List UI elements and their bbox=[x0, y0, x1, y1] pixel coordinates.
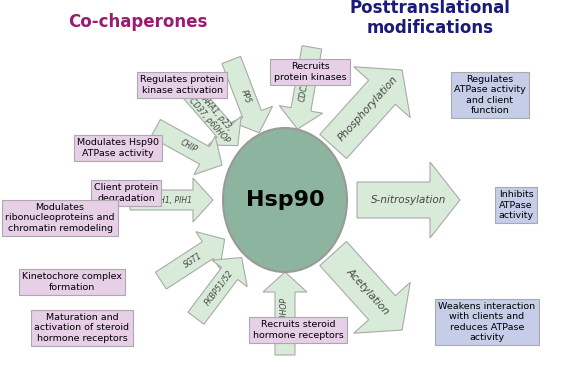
Polygon shape bbox=[279, 46, 323, 129]
Text: Kinetochore complex
formation: Kinetochore complex formation bbox=[22, 272, 122, 292]
Text: Modulates
ribonucleoproteins and
chromatin remodeling: Modulates ribonucleoproteins and chromat… bbox=[5, 203, 115, 233]
Text: p60HOP: p60HOP bbox=[280, 298, 290, 329]
Polygon shape bbox=[156, 232, 225, 289]
Polygon shape bbox=[263, 272, 307, 355]
Text: Regulates protein
kinase activation: Regulates protein kinase activation bbox=[140, 75, 224, 95]
Text: SGT1: SGT1 bbox=[182, 251, 203, 269]
Text: CDC37: CDC37 bbox=[298, 75, 311, 102]
Text: Regulates
ATPase activity
and client
function: Regulates ATPase activity and client fun… bbox=[454, 75, 526, 115]
Text: Recruits steroid
hormone receptors: Recruits steroid hormone receptors bbox=[253, 320, 343, 340]
Text: Weakens interaction
with clients and
reduces ATPase
activity: Weakens interaction with clients and red… bbox=[438, 302, 536, 342]
Text: Modulates Hsp90
ATPase activity: Modulates Hsp90 ATPase activity bbox=[77, 138, 159, 158]
Text: Hsp90: Hsp90 bbox=[246, 190, 324, 210]
Text: Maturation and
activation of steroid
hormone receptors: Maturation and activation of steroid hor… bbox=[35, 313, 129, 343]
Text: Co-chaperones: Co-chaperones bbox=[68, 13, 207, 31]
Text: FKBP51/52: FKBP51/52 bbox=[203, 269, 235, 307]
Text: Acetylation: Acetylation bbox=[344, 266, 391, 317]
Polygon shape bbox=[320, 67, 410, 159]
Text: TAH1, PIH1: TAH1, PIH1 bbox=[150, 196, 193, 204]
Ellipse shape bbox=[223, 128, 347, 272]
Text: Recruits
protein kinases: Recruits protein kinases bbox=[274, 62, 347, 82]
Text: PP5: PP5 bbox=[238, 88, 252, 105]
Polygon shape bbox=[222, 57, 272, 133]
Polygon shape bbox=[130, 178, 213, 222]
Text: AHA1, p23,
CD37, p60HOP: AHA1, p23, CD37, p60HOP bbox=[187, 89, 239, 145]
Polygon shape bbox=[320, 241, 410, 333]
Polygon shape bbox=[357, 162, 460, 238]
Text: Client protein
degradation: Client protein degradation bbox=[94, 183, 158, 203]
Text: CHIP: CHIP bbox=[179, 138, 199, 155]
Text: Phosphorylation: Phosphorylation bbox=[336, 74, 400, 143]
Polygon shape bbox=[188, 258, 247, 324]
Polygon shape bbox=[180, 82, 241, 146]
Text: Inhibits
ATPase
activity: Inhibits ATPase activity bbox=[498, 190, 534, 220]
Polygon shape bbox=[150, 120, 222, 175]
Text: S-nitrosylation: S-nitrosylation bbox=[371, 195, 446, 205]
Text: Posttranslational
modifications: Posttranslational modifications bbox=[349, 0, 511, 37]
